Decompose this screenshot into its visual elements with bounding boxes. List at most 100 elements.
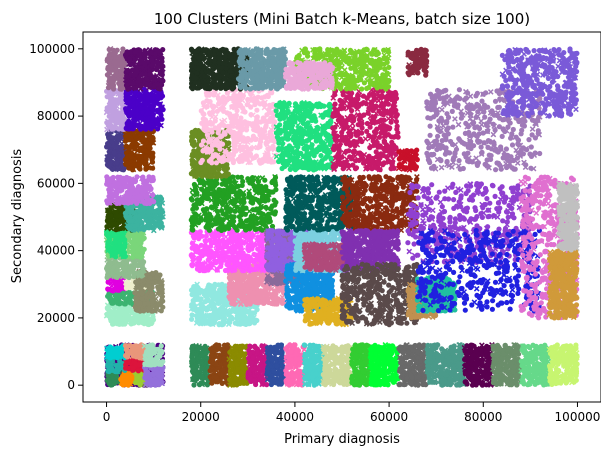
point [144,360,151,366]
point [136,232,142,238]
point [462,379,468,385]
cluster-25 [546,342,580,387]
cluster-20 [396,342,430,388]
point [105,377,111,383]
point [124,309,130,315]
point [239,364,245,370]
point [130,250,136,256]
point [509,382,515,388]
point [475,373,481,379]
point [120,253,126,259]
point [118,376,124,382]
point [251,378,257,384]
point [154,274,160,280]
cluster-8 [142,363,166,388]
point [472,367,478,373]
point [229,362,235,368]
point [220,367,226,373]
point [425,367,431,373]
point [213,374,219,380]
point [373,364,379,370]
point [132,290,138,296]
point [556,359,562,365]
point [400,349,406,356]
point [371,382,377,388]
point [249,360,255,366]
point [259,348,265,354]
point [403,343,409,349]
point [501,351,507,357]
point [484,343,490,349]
point [547,364,553,370]
point [114,316,120,322]
point [106,223,112,229]
cluster-23 [490,342,524,388]
point [302,368,308,374]
point [530,342,536,348]
point [341,369,347,375]
point [532,373,539,379]
point [241,344,247,350]
point [536,347,542,354]
point [221,355,227,361]
point [542,348,548,354]
point [505,357,511,363]
point [293,351,299,357]
point [135,300,141,306]
point [234,382,240,388]
point [258,361,264,368]
point [271,368,277,374]
point [530,358,536,364]
point [396,382,402,388]
point [122,321,128,327]
point [216,344,222,350]
point [325,376,331,382]
point [117,345,123,351]
point [564,351,570,357]
point [134,316,140,322]
data-points [103,45,581,388]
point [264,369,271,375]
point [494,373,500,379]
point [339,347,345,353]
point [447,377,453,383]
point [323,362,329,368]
point [541,353,547,359]
point [114,355,120,361]
point [301,342,307,348]
point [158,279,164,285]
point [150,314,156,320]
point [495,342,501,348]
point [241,379,247,385]
point [476,352,482,358]
point [379,361,385,367]
point [139,249,145,256]
point [105,268,111,274]
point [305,373,311,379]
point [331,361,337,367]
point [449,348,455,354]
point [114,221,120,228]
point [446,362,452,369]
point [532,366,538,372]
point [159,349,165,356]
point [159,297,165,303]
point [132,242,138,248]
point [271,376,277,382]
point [199,352,205,358]
point [390,372,396,378]
point [117,245,123,251]
point [360,369,366,375]
point [523,358,529,365]
point [352,361,358,367]
point [285,344,291,350]
point [571,346,577,352]
point [322,371,328,377]
point [360,342,366,348]
point [264,382,270,388]
point [523,371,529,377]
point [106,366,112,372]
point [118,311,124,317]
point [469,342,476,348]
point [494,352,500,358]
